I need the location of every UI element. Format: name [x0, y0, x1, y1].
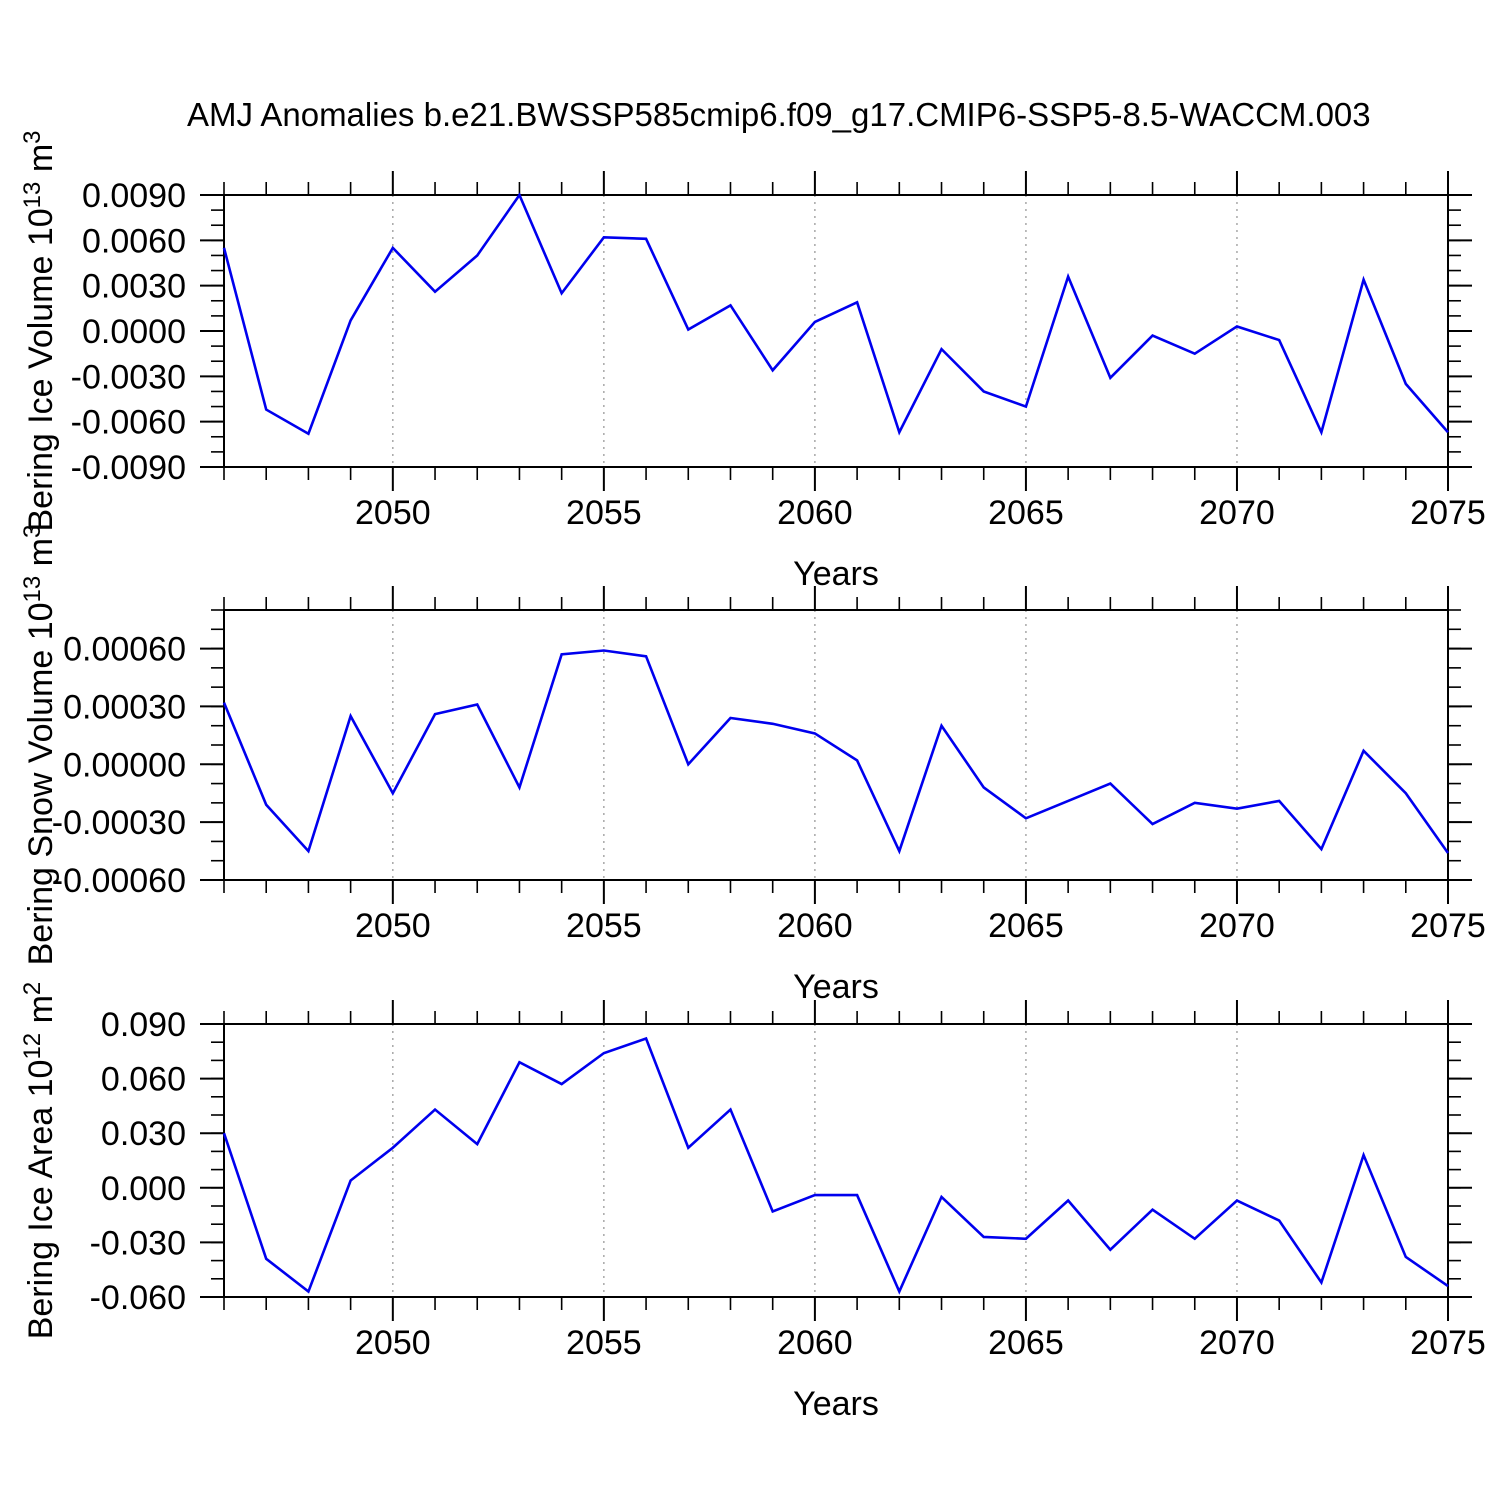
- panel-3-x-tick-label: 2070: [1199, 1324, 1275, 1362]
- panel-2-x-tick-label: 2055: [566, 907, 642, 945]
- panel-2-y-tick-label: 0.00000: [63, 746, 186, 784]
- panel-1-y-tick-label: -0.0030: [71, 358, 186, 396]
- panel-1-y-tick-label: 0.0060: [82, 222, 186, 260]
- panel-1-frame: [223, 194, 1449, 468]
- panel-1-y-tick-label: 0.0090: [82, 177, 186, 215]
- panel-3-x-tick-label: 2050: [355, 1324, 431, 1362]
- panel-1-x-tick-label: 2075: [1410, 494, 1486, 532]
- panel-1-y-tick-label: -0.0060: [71, 404, 186, 442]
- panel-3-y-tick-label: -0.060: [90, 1279, 186, 1317]
- panel-1-x-tick-label: 2055: [566, 494, 642, 532]
- panel-3-x-tick-label: 2055: [566, 1324, 642, 1362]
- panel-2-data-line: [222, 649, 1450, 855]
- panel-1-x-tick-label: 2050: [355, 494, 431, 532]
- panel-3-x-tick-label: 2075: [1410, 1324, 1486, 1362]
- panel-3-x-tick-label: 2060: [777, 1324, 853, 1362]
- panel-1-data-line: [222, 192, 1449, 437]
- panel-3-data-line: [222, 1036, 1449, 1295]
- panel-1-y-tick-label: -0.0090: [71, 449, 186, 487]
- panel-2-frame: [223, 609, 1449, 881]
- panel-1-x-axis-title: Years: [793, 555, 879, 593]
- panel-2-y-tick-label: 0.00060: [63, 631, 186, 669]
- panel-3-y-tick-label: 0.060: [101, 1061, 186, 1099]
- panel-2-x-tick-label: 2075: [1410, 907, 1486, 945]
- panel-1-x-tick-label: 2060: [777, 494, 853, 532]
- panel-2-x-tick-label: 2065: [988, 907, 1064, 945]
- chart-title: AMJ Anomalies b.e21.BWSSP585cmip6.f09_g1…: [187, 96, 1371, 133]
- panel-1-x-tick-label: 2070: [1199, 494, 1275, 532]
- panel-2-x-tick-label: 2070: [1199, 907, 1275, 945]
- panel-1-y-tick-label: 0.0030: [82, 268, 186, 306]
- panel-1-y-tick-label: 0.0000: [82, 313, 186, 351]
- panel-2-y-tick-label: -0.00060: [52, 862, 186, 900]
- panel-3-x-tick-label: 2065: [988, 1324, 1064, 1362]
- panel-3-x-axis-title: Years: [793, 1385, 879, 1423]
- panel-1-y-axis-title: Bering Ice Volume 1013 m3: [19, 130, 60, 531]
- panel-2-x-tick-label: 2060: [777, 907, 853, 945]
- panel-2-y-axis-title: Bering Snow Volume 1013 m3: [19, 525, 60, 966]
- panel-3-frame: [223, 1023, 1449, 1298]
- panel-2-x-axis-title: Years: [793, 968, 879, 1006]
- panel-1-x-tick-label: 2065: [988, 494, 1064, 532]
- panel-2-y-tick-label: -0.00030: [52, 804, 186, 842]
- panel-3-y-tick-label: 0.090: [101, 1006, 186, 1044]
- panel-2-x-tick-label: 2050: [355, 907, 431, 945]
- panel-3-y-tick-label: 0.000: [101, 1170, 186, 1208]
- panel-3-y-tick-label: -0.030: [90, 1224, 186, 1262]
- panel-2-y-tick-label: 0.00030: [63, 688, 186, 726]
- panel-3-y-axis-title: Bering Ice Area 1012 m2: [19, 982, 60, 1340]
- panel-3-y-tick-label: 0.030: [101, 1115, 186, 1153]
